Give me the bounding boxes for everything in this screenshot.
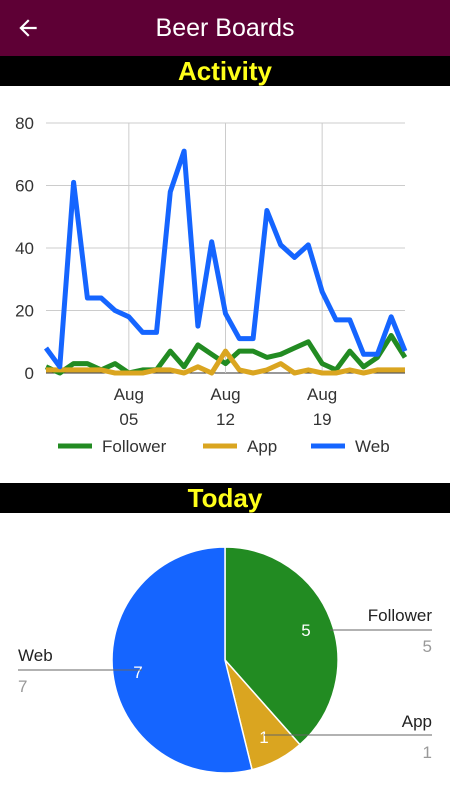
y-tick-label: 20 — [15, 302, 34, 321]
today-pie-chart: 5 Follower 5 1 App 1 7 Web 7 — [18, 546, 433, 774]
legend-label-follower: Follower — [102, 437, 167, 456]
y-tick-label: 60 — [15, 177, 34, 196]
x-tick-label: 12 — [216, 410, 235, 429]
pie-value-label: 1 — [259, 728, 268, 747]
today-heading: Today — [0, 483, 450, 513]
y-tick-label: 80 — [15, 114, 34, 133]
y-tick-label: 40 — [15, 239, 34, 258]
x-tick-label: Aug — [307, 385, 337, 404]
x-tick-label: Aug — [210, 385, 240, 404]
back-button[interactable] — [0, 0, 56, 56]
pie-category-label: Web — [18, 646, 53, 665]
activity-heading: Activity — [0, 56, 450, 86]
pie-slice-follower — [224, 546, 339, 746]
x-tick-label: 05 — [119, 410, 138, 429]
legend-label-app: App — [247, 437, 277, 456]
y-tick-label: 0 — [25, 364, 34, 383]
arrow-left-icon — [19, 19, 37, 37]
x-tick-label: Aug — [114, 385, 144, 404]
pie-value-label: 7 — [133, 663, 142, 682]
x-tick-label: 19 — [313, 410, 332, 429]
pie-outer-value: 5 — [423, 637, 432, 656]
pie-outer-value: 1 — [423, 743, 432, 762]
series-line-app — [46, 348, 405, 376]
pie-category-label: Follower — [368, 606, 433, 625]
pie-slice-web — [111, 546, 253, 774]
pie-value-label: 5 — [301, 621, 310, 640]
series-line-follower — [44, 333, 408, 376]
legend-label-web: Web — [355, 437, 390, 456]
pie-outer-value: 7 — [18, 677, 27, 696]
app-bar: Beer Boards — [0, 0, 450, 56]
activity-line-chart: 0 20 40 60 80 Aug 05 Aug 12 Aug 19 Follower App Web — [15, 114, 408, 456]
series-line-web — [43, 148, 408, 370]
pie-category-label: App — [402, 712, 432, 731]
app-title: Beer Boards — [155, 14, 295, 42]
